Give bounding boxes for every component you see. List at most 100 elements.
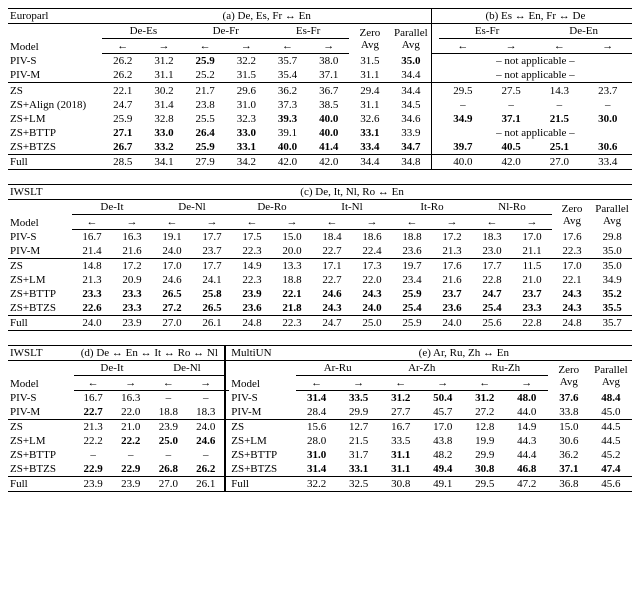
- value-cell: –: [112, 448, 150, 462]
- table-row: ZS21.321.023.924.0ZS15.612.716.717.012.8…: [8, 420, 632, 435]
- value-cell: 23.9: [150, 420, 188, 435]
- table-row: Full24.023.927.026.124.822.324.725.025.9…: [8, 316, 632, 331]
- value-cell: 33.0: [143, 126, 184, 140]
- value-cell: 18.4: [312, 230, 352, 245]
- value-cell: 26.2: [187, 462, 225, 477]
- value-cell: 44.5: [590, 434, 632, 448]
- value-cell: 23.7: [192, 244, 232, 259]
- value-cell: 17.6: [552, 230, 592, 245]
- value-cell: 22.9: [112, 462, 150, 477]
- model-cell: Full: [8, 477, 74, 492]
- table-de: IWSLT (d) De ↔ En ↔ It ↔ Ro ↔ Nl MultiUN…: [8, 346, 632, 491]
- arrow-row: ←→ ←→ ←→ ←→ ←→: [8, 376, 632, 391]
- value-cell: 24.0: [152, 244, 192, 259]
- model-cell: ZS+BTTP: [8, 287, 72, 301]
- value-cell: 39.3: [267, 112, 308, 126]
- model-cell: ZS+Align (2018): [8, 98, 102, 112]
- value-cell: 24.7: [472, 287, 512, 301]
- value-cell: 44.3: [506, 434, 548, 448]
- value-cell: 45.7: [422, 405, 464, 420]
- table-row: ZS+LM22.222.225.024.6ZS+LM28.021.533.543…: [8, 434, 632, 448]
- value-cell: 32.5: [338, 477, 380, 492]
- value-cell: 33.8: [548, 405, 590, 420]
- value-cell: 21.5: [338, 434, 380, 448]
- model-cell: ZS+BTTP: [8, 448, 74, 462]
- value-cell: 25.9: [185, 54, 226, 69]
- value-cell: 45.6: [590, 477, 632, 492]
- model-header: Model: [8, 361, 74, 391]
- agg-label: ZeroAvg: [552, 200, 592, 230]
- value-cell: 23.3: [112, 301, 152, 316]
- value-cell: 21.3: [432, 244, 472, 259]
- title-a: (a) De, Es, Fr ↔ En: [102, 9, 432, 24]
- value-cell: 23.9: [112, 477, 150, 492]
- value-cell: 26.2: [102, 68, 143, 83]
- value-cell: 24.1: [192, 273, 232, 287]
- value-cell: 22.8: [472, 273, 512, 287]
- value-cell: 22.3: [552, 244, 592, 259]
- value-cell: 30.6: [584, 140, 632, 155]
- value-cell: 17.0: [152, 259, 192, 274]
- value-cell: 32.6: [349, 112, 390, 126]
- value-cell: 22.1: [102, 83, 143, 99]
- value-cell: 17.7: [192, 230, 232, 245]
- value-cell: 39.1: [267, 126, 308, 140]
- value-cell: 44.4: [506, 448, 548, 462]
- value-cell: 16.7: [74, 391, 112, 406]
- value-cell: 49.4: [422, 462, 464, 477]
- value-cell: 24.6: [312, 287, 352, 301]
- model-cell: PIV-S: [8, 391, 74, 406]
- value-cell: 22.1: [272, 287, 312, 301]
- model-cell: ZS+BTZS: [8, 140, 102, 155]
- value-cell: 33.1: [226, 140, 267, 155]
- spacer: [432, 24, 439, 39]
- value-cell: 24.3: [552, 301, 592, 316]
- value-cell: 25.9: [185, 140, 226, 155]
- value-cell: 19.1: [152, 230, 192, 245]
- value-cell: 11.5: [512, 259, 552, 274]
- value-cell: 27.0: [150, 477, 188, 492]
- value-cell: 18.8: [392, 230, 432, 245]
- value-cell: 23.9: [112, 316, 152, 331]
- value-cell: –: [187, 391, 225, 406]
- value-cell: 48.2: [422, 448, 464, 462]
- value-cell: 31.0: [226, 98, 267, 112]
- value-cell: 32.2: [296, 477, 338, 492]
- value-cell: 22.1: [552, 273, 592, 287]
- value-cell: 36.2: [548, 448, 590, 462]
- value-cell: 34.8: [390, 155, 431, 170]
- value-cell: 29.8: [592, 230, 632, 245]
- value-cell: 17.3: [352, 259, 392, 274]
- value-cell: 33.0: [226, 126, 267, 140]
- pair-label: De-Es: [102, 24, 184, 39]
- value-cell: –: [584, 98, 632, 112]
- value-cell: 47.4: [590, 462, 632, 477]
- value-cell: 31.2: [143, 54, 184, 69]
- model-cell: PIV-M: [8, 405, 74, 420]
- value-cell: –: [187, 448, 225, 462]
- value-cell: 23.8: [185, 98, 226, 112]
- value-cell: 17.7: [192, 259, 232, 274]
- table-ab: Europarl (a) De, Es, Fr ↔ En (b) Es ↔ En…: [8, 9, 632, 169]
- value-cell: 37.1: [548, 462, 590, 477]
- table-row: PIV-S26.231.225.932.235.738.031.535.0– n…: [8, 54, 632, 69]
- value-cell: 19.7: [392, 259, 432, 274]
- value-cell: 36.2: [267, 83, 308, 99]
- value-cell: 33.1: [349, 126, 390, 140]
- model-cell: ZS+LM: [8, 273, 72, 287]
- value-cell: 40.0: [308, 112, 349, 126]
- table-row: Full23.923.927.026.1Full32.232.530.849.1…: [8, 477, 632, 492]
- value-cell: 14.9: [506, 420, 548, 435]
- panel-iwslt-c: IWSLT (c) De, It, Nl, Ro ↔ En Model De-I…: [8, 184, 632, 331]
- pair-label: De-Nl: [150, 361, 225, 376]
- value-cell: 36.7: [308, 83, 349, 99]
- model-cell: PIV-S: [8, 230, 72, 245]
- value-cell: 31.2: [380, 391, 422, 406]
- value-cell: 22.0: [352, 273, 392, 287]
- value-cell: 33.2: [143, 140, 184, 155]
- value-cell: 29.9: [464, 448, 506, 462]
- value-cell: 15.0: [548, 420, 590, 435]
- value-cell: 21.6: [112, 244, 152, 259]
- title-c: (c) De, It, Nl, Ro ↔ En: [72, 185, 632, 200]
- spacer: [432, 54, 439, 69]
